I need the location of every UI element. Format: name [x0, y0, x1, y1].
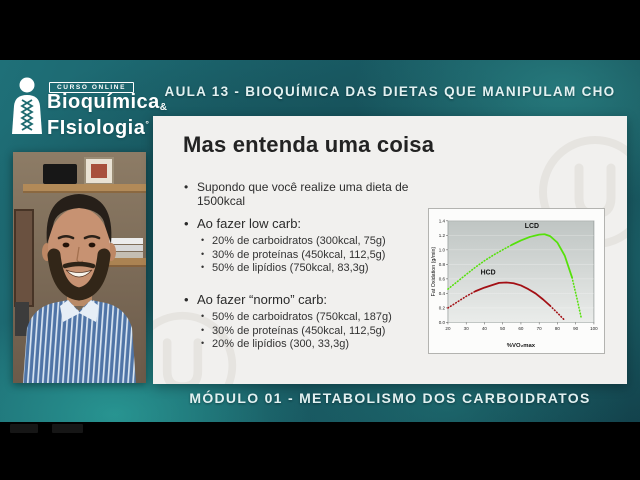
svg-text:HCD: HCD	[481, 270, 496, 277]
background-frame	[14, 209, 34, 307]
background-speaker	[43, 164, 77, 184]
svg-text:70: 70	[537, 326, 543, 331]
logo-registered-mark: °	[145, 119, 150, 129]
svg-text:50: 50	[500, 326, 506, 331]
video-frame: AULA 13 - BIOQUÍMICA DAS DIETAS QUE MANI…	[0, 60, 640, 422]
logo-figure-icon	[8, 76, 44, 139]
svg-text:1.0: 1.0	[439, 248, 446, 253]
svg-text:90: 90	[573, 326, 579, 331]
svg-text:0.8: 0.8	[439, 262, 446, 267]
svg-text:0.2: 0.2	[439, 306, 446, 311]
svg-text:0.4: 0.4	[439, 291, 446, 296]
logo-badge: CURSO ONLINE	[49, 82, 135, 93]
course-logo: CURSO ONLINE Bioquímica& FIsiologia°	[8, 76, 168, 139]
svg-text:Fat Oxidation (g/min): Fat Oxidation (g/min)	[431, 247, 437, 297]
svg-text:LCD: LCD	[525, 223, 539, 230]
module-footer: MÓDULO 01 - METABOLISMO DOS CARBOIDRATOS	[189, 390, 591, 406]
logo-line-1: Bioquímica&	[47, 91, 168, 113]
books	[109, 238, 143, 244]
svg-text:30: 30	[464, 326, 470, 331]
logo-line-2: FIsiologia°	[47, 117, 150, 139]
intro-bullet: Supondo que você realize uma dieta de 15…	[184, 180, 454, 208]
shelf-top	[23, 184, 146, 191]
section-heading: Ao fazer “normo” carb:	[184, 292, 444, 307]
svg-text:80: 80	[555, 326, 561, 331]
slide-title: Mas entenda uma coisa	[183, 132, 435, 157]
instructor-smile	[65, 269, 93, 278]
svg-text:0.0: 0.0	[439, 320, 446, 325]
list-item: 30% de proteínas (450kcal, 112,5g)	[201, 248, 444, 263]
instructor-beard	[47, 248, 111, 301]
list-item: 20% de lipídios (300, 33,3g)	[201, 337, 444, 352]
svg-text:60: 60	[518, 326, 524, 331]
list-item: 20% de carboidratos (300kcal, 75g)	[201, 234, 444, 249]
svg-text:0.6: 0.6	[439, 277, 446, 282]
normo-carb-section: Ao fazer “normo” carb: 50% de carboidrat…	[184, 292, 444, 352]
list-item: 50% de lipídios (750kcal, 83,3g)	[201, 261, 444, 276]
logo-text: CURSO ONLINE Bioquímica& FIsiologia°	[47, 76, 168, 139]
lesson-header: AULA 13 - BIOQUÍMICA DAS DIETAS QUE MANI…	[164, 84, 616, 99]
letterbox-artifact	[52, 424, 83, 433]
low-carb-section: Ao fazer low carb: 20% de carboidratos (…	[184, 216, 444, 276]
list-item: 50% de carboidratos (750kcal, 187g)	[201, 310, 444, 325]
slide-card: Mas entenda uma coisa Supondo que você r…	[153, 116, 627, 384]
instructor-webcam	[13, 152, 146, 383]
logo-ampersand: &	[159, 102, 168, 113]
svg-text:1.4: 1.4	[439, 219, 446, 224]
instructor-shirt	[23, 300, 136, 383]
section-heading: Ao fazer low carb:	[184, 216, 444, 231]
svg-text:40: 40	[482, 326, 488, 331]
instructor-hair	[46, 194, 112, 244]
list-item: 30% de proteínas (450kcal, 112,5g)	[201, 324, 444, 339]
svg-text:20: 20	[445, 326, 451, 331]
letterbox-artifact	[10, 424, 38, 433]
svg-text:%VO₂max: %VO₂max	[507, 343, 536, 349]
fat-oxidation-chart: 0.0 0.2 0.4 0.6 0.8 1.0 1.2 1.4 20 30 40 50 60 70 80 90…	[428, 208, 605, 354]
svg-text:1.2: 1.2	[439, 233, 446, 238]
svg-text:100: 100	[590, 326, 598, 331]
